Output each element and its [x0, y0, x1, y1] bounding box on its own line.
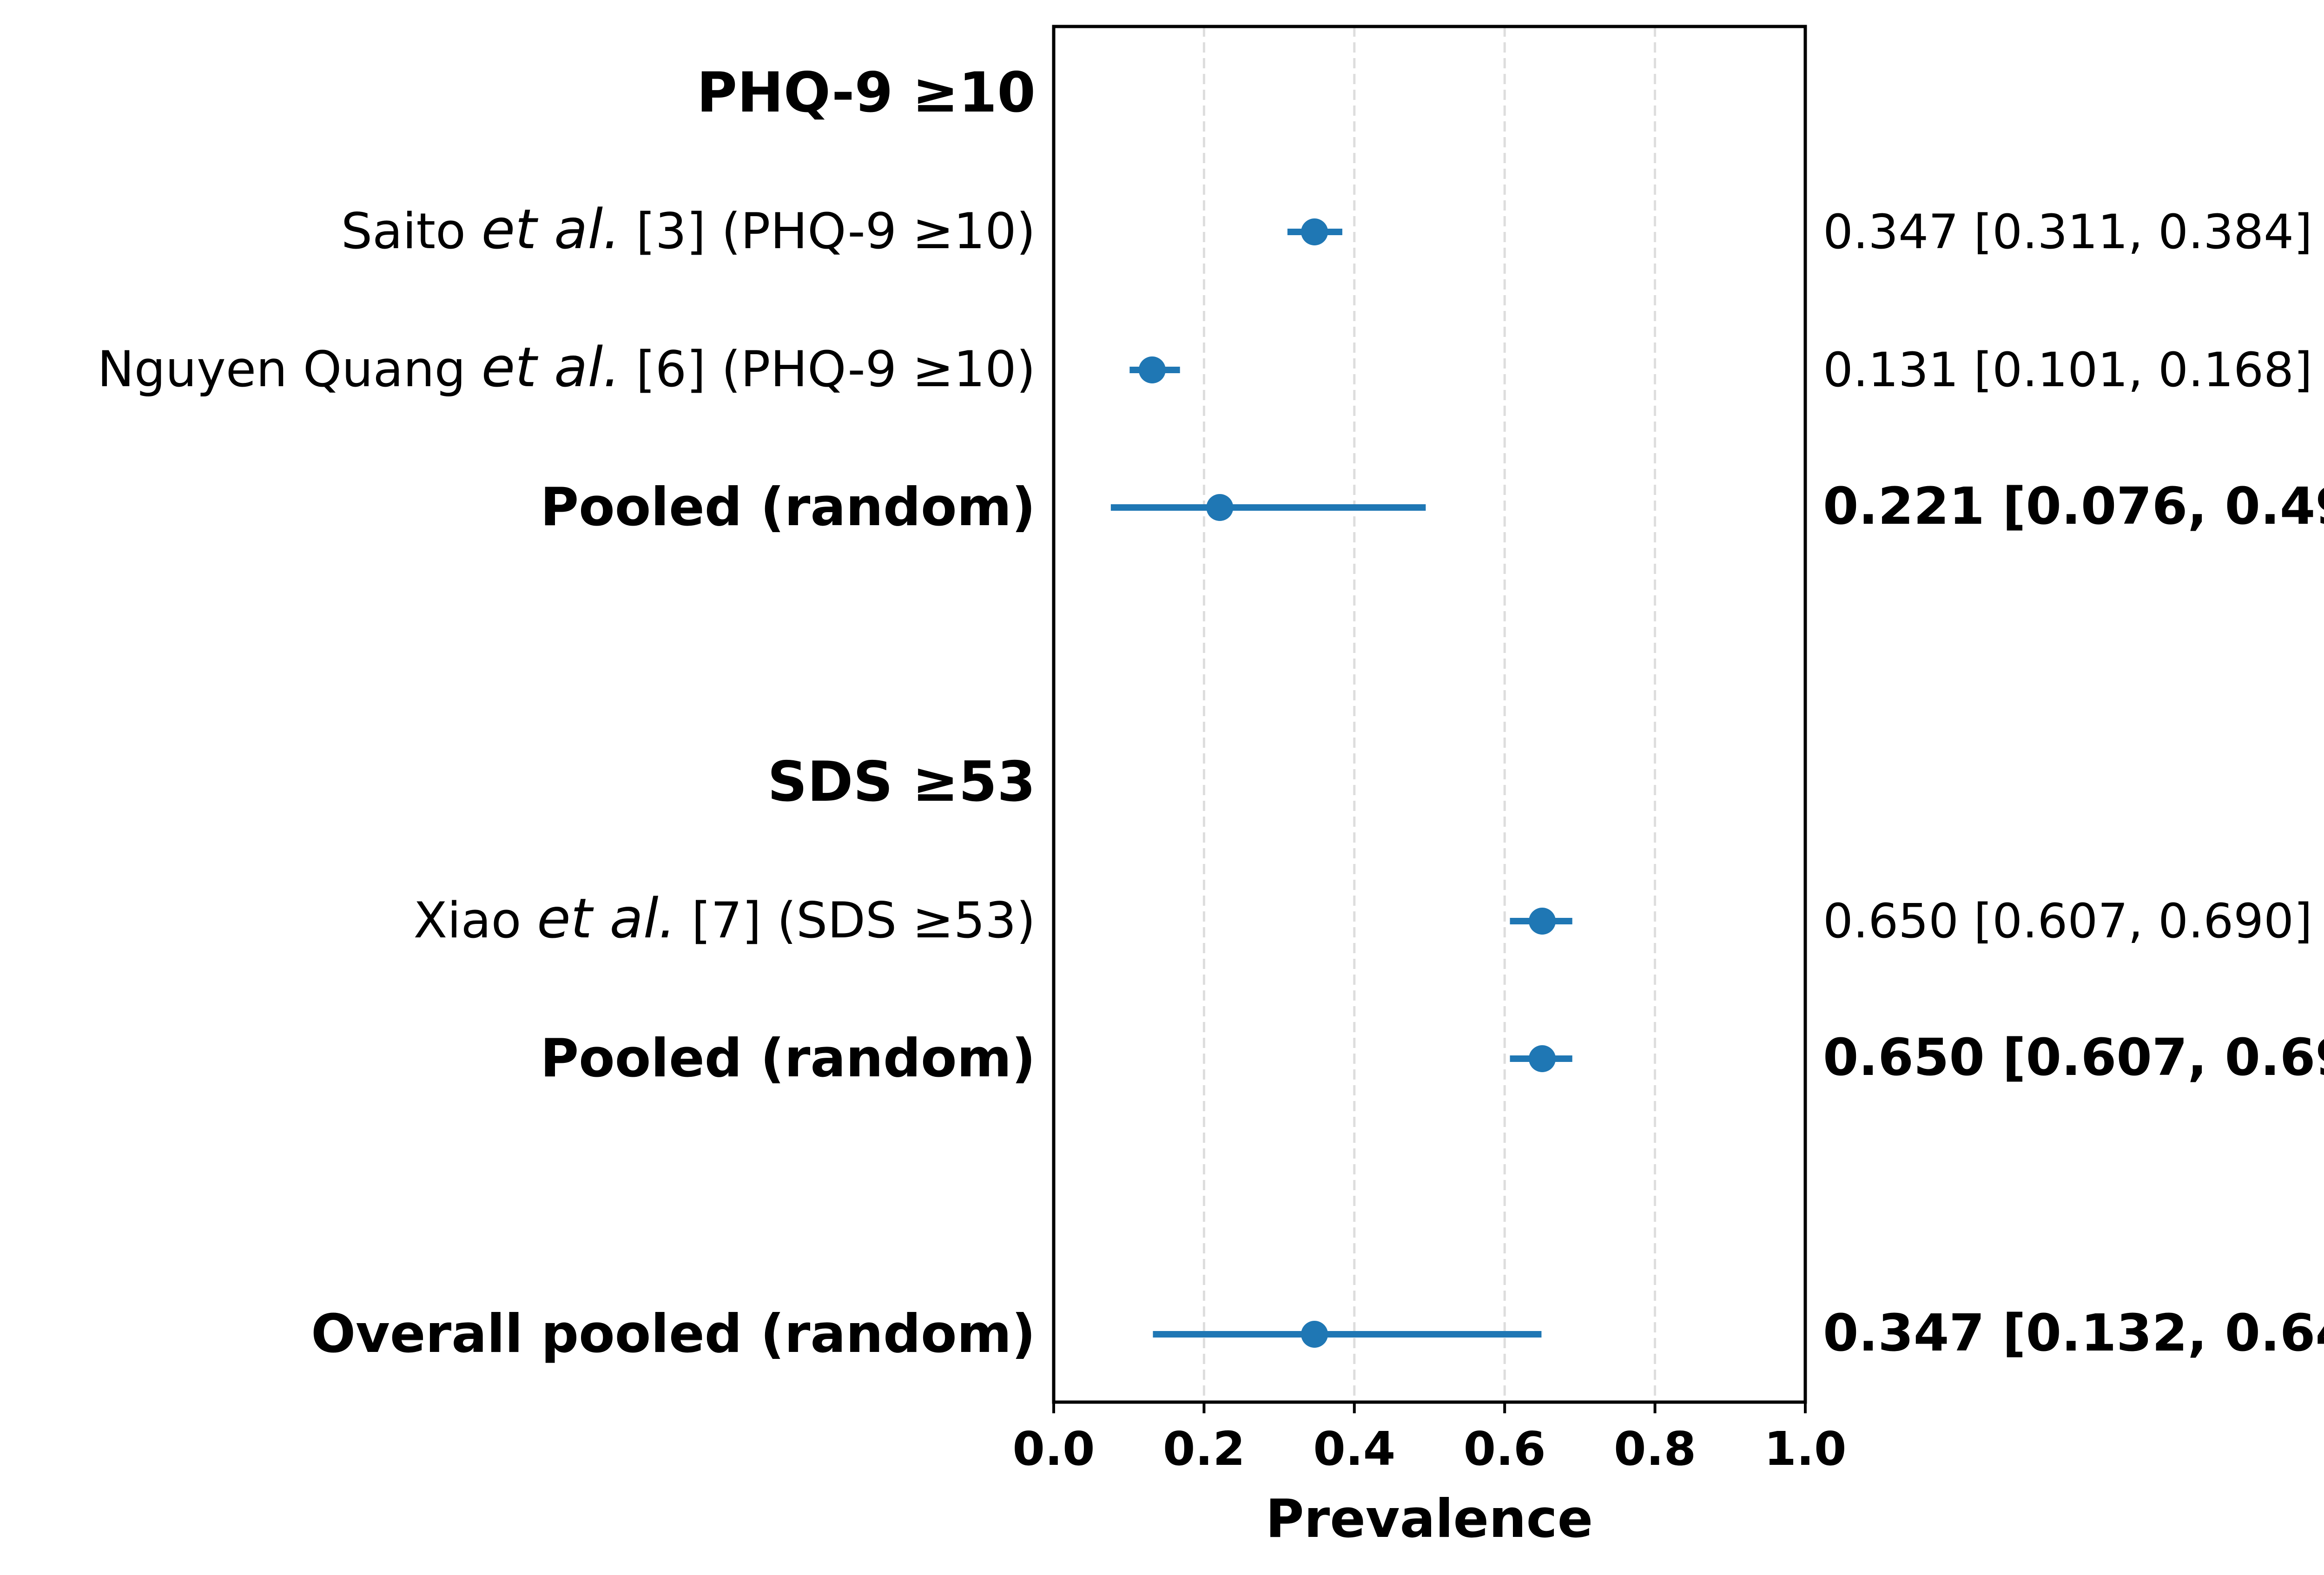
study-label: Nguyen Quang et al. [6] (PHQ-9 ≥10) — [97, 335, 1036, 399]
point-estimate — [1206, 494, 1234, 521]
ci-text: 0.347 [0.311, 0.384] — [1823, 204, 2312, 260]
ci-text: 0.347 [0.132, 0.649] — [1823, 1303, 2324, 1363]
study-ref: [3] (PHQ-9 ≥10) — [636, 203, 1036, 260]
ci-text: 0.650 [0.607, 0.690] — [1823, 894, 2312, 949]
label-space — [466, 203, 482, 260]
study-ref: [6] (PHQ-9 ≥10) — [636, 341, 1036, 398]
pooled-label: Pooled (random) — [540, 476, 1036, 538]
x-tick-label: 0.8 — [1614, 1422, 1696, 1476]
x-axis: 0.0 0.2 0.4 0.6 0.8 1.0 — [1012, 1402, 1847, 1476]
label-space — [621, 341, 636, 398]
ci-text: 0.650 [0.607, 0.690] — [1823, 1028, 2324, 1087]
point-estimate — [1138, 356, 1166, 383]
ci-text: 0.221 [0.076, 0.495] — [1823, 476, 2324, 536]
x-tick-label: 0.6 — [1464, 1422, 1546, 1476]
study-author: Saito — [341, 203, 466, 260]
plot-frame — [1052, 25, 1807, 1404]
group-header: SDS ≥53 — [767, 750, 1036, 814]
row-labels: PHQ-9 ≥10 Saito et al. [3] (PHQ-9 ≥10) Ngu… — [97, 61, 1036, 1364]
study-etal: et al. — [482, 335, 621, 399]
label-space — [676, 892, 692, 949]
x-tick-label: 0.4 — [1313, 1422, 1395, 1476]
study-label: Xiao et al. [7] (SDS ≥53) — [414, 886, 1036, 950]
study-etal: et al. — [482, 197, 621, 261]
point-estimate — [1301, 218, 1328, 245]
study-author: Nguyen Quang — [97, 341, 466, 398]
study-ref: [7] (SDS ≥53) — [692, 892, 1036, 949]
label-space — [466, 341, 482, 398]
study-etal: et al. — [537, 886, 676, 950]
study-label: Saito et al. [3] (PHQ-9 ≥10) — [341, 197, 1036, 261]
x-tick-label: 0.2 — [1163, 1422, 1245, 1476]
x-tick-label: 0.0 — [1012, 1422, 1095, 1476]
ci-text: 0.131 [0.101, 0.168] — [1823, 343, 2312, 398]
pooled-label: Pooled (random) — [540, 1028, 1036, 1089]
group-header: PHQ-9 ≥10 — [697, 61, 1036, 125]
x-tick-label: 1.0 — [1764, 1422, 1846, 1476]
label-space — [521, 892, 537, 949]
overall-pooled-label: Overall pooled (random) — [311, 1303, 1036, 1364]
point-estimate — [1529, 908, 1556, 935]
x-axis-title: Prevalence — [1266, 1488, 1593, 1549]
point-estimate — [1301, 1321, 1328, 1348]
point-estimate — [1529, 1045, 1556, 1072]
ci-text-column: 0.347 [0.311, 0.384] 0.131 [0.101, 0.168]… — [1823, 204, 2324, 1363]
study-author: Xiao — [414, 892, 522, 949]
plot-marks — [1110, 218, 1572, 1348]
label-space — [621, 203, 636, 260]
grid-lines — [1202, 26, 1657, 1402]
